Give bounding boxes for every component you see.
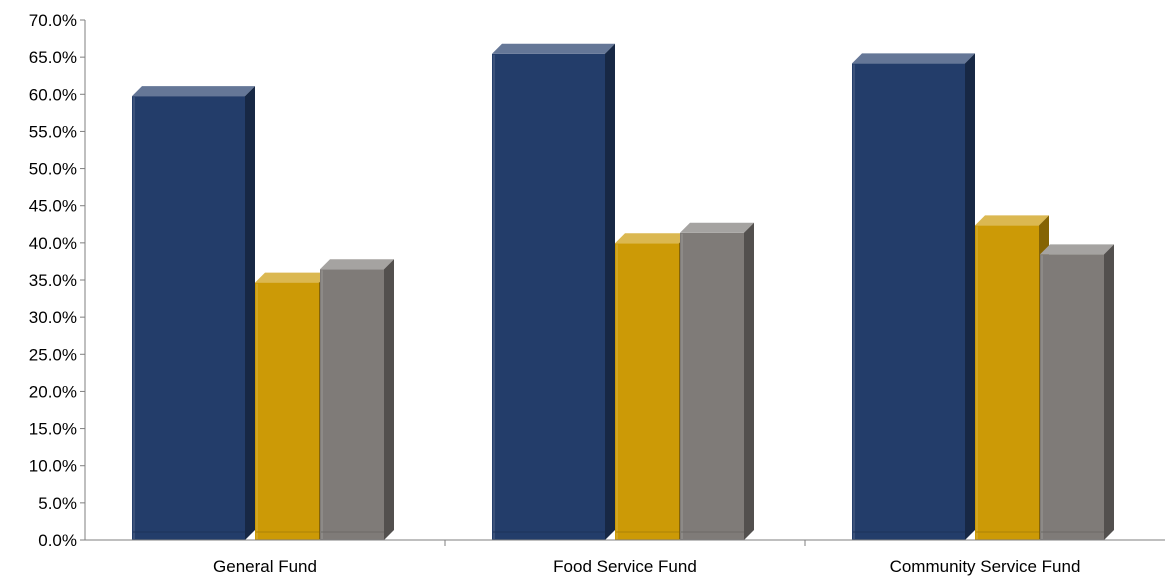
x-category-label: Food Service Fund (553, 557, 697, 576)
bars-group (132, 43, 1114, 541)
bar (132, 86, 255, 540)
bar-top (680, 222, 754, 233)
bar-face (255, 282, 319, 540)
bar-top (132, 86, 255, 97)
bar-side (965, 53, 975, 541)
y-tick-label: 20.0% (29, 382, 77, 401)
bar (680, 222, 754, 541)
y-tick-label: 65.0% (29, 48, 77, 67)
bar-top (852, 53, 975, 64)
x-category-label: Community Service Fund (890, 557, 1081, 576)
y-tick-label: 10.0% (29, 457, 77, 476)
y-tick-label: 40.0% (29, 234, 77, 253)
bar-face (132, 96, 245, 540)
bar-face (680, 232, 744, 541)
y-tick-label: 0.0% (38, 531, 77, 550)
bar-top (975, 215, 1049, 226)
bar (615, 233, 689, 540)
y-tick-label: 70.0% (29, 11, 77, 30)
bar (1040, 244, 1114, 541)
bar (975, 215, 1049, 540)
bar-face (615, 243, 679, 540)
bar (852, 53, 975, 541)
y-tick-label: 35.0% (29, 271, 77, 290)
bar-top (255, 272, 329, 283)
y-tick-label: 15.0% (29, 420, 77, 439)
bar (492, 43, 615, 541)
bar-side (384, 259, 394, 540)
y-axis: 0.0% 5.0% 10.0% 15.0% 20.0% 25.0% 30.0% 35.0% 40… (29, 11, 86, 550)
bar-top (320, 259, 394, 270)
y-tick-label: 30.0% (29, 308, 77, 327)
y-tick-label: 5.0% (38, 494, 77, 513)
y-tick-label: 25.0% (29, 345, 77, 364)
y-tick-label: 55.0% (29, 122, 77, 141)
bar-side (1104, 244, 1114, 541)
bar-face (1040, 254, 1104, 541)
bar-side (744, 222, 754, 541)
y-tick-label: 60.0% (29, 85, 77, 104)
bar-face (492, 53, 605, 541)
bar-face (320, 269, 384, 540)
bar-side (605, 43, 615, 541)
bar-top (492, 43, 615, 54)
x-axis: General Fund Food Service Fund Community S… (85, 539, 1165, 576)
bar-top (1040, 244, 1114, 255)
bar-top (615, 233, 689, 244)
bar-face (852, 63, 965, 541)
y-tick-label: 50.0% (29, 160, 77, 179)
bar (320, 259, 394, 540)
x-category-label: General Fund (213, 557, 317, 576)
bar-side (245, 86, 255, 540)
bar (255, 272, 329, 540)
y-tick-label: 45.0% (29, 197, 77, 216)
bar-face (975, 225, 1039, 540)
